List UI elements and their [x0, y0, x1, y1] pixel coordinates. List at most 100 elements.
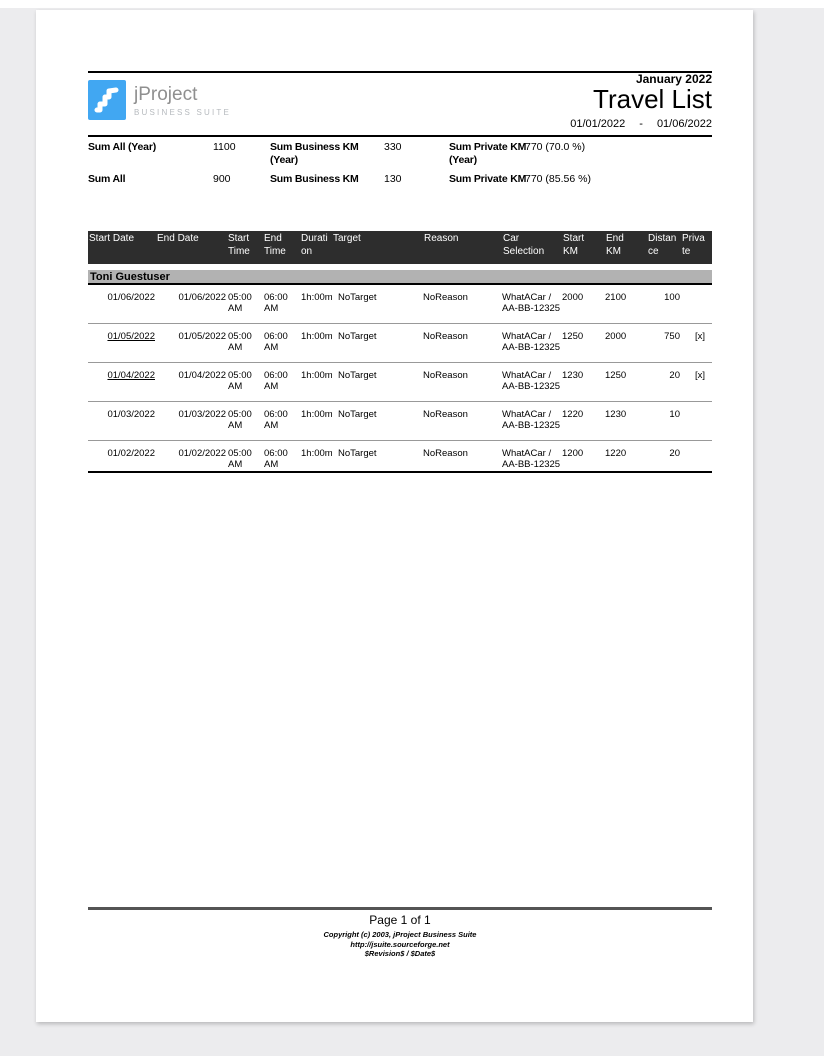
cell-duration: 1h:00m [300, 440, 332, 473]
column-header-target: Target [332, 231, 423, 270]
column-header-distance: Distance [647, 231, 681, 270]
summary-row-year: Sum All (Year) 1100 Sum Business KM (Year… [88, 141, 712, 173]
logo: jProject BUSINESS SUITE [88, 80, 231, 120]
cell-distance: 10 [647, 401, 681, 441]
cell-reason: NoReason [423, 323, 502, 363]
travel-table: Start Date End Date Start Time End Time Dura… [88, 231, 712, 473]
cell-end-time: 06:00 AM [263, 401, 300, 441]
cell-start-km: 1250 [562, 323, 605, 363]
cell-reason: NoReason [423, 362, 502, 402]
header-top-rule [88, 71, 712, 73]
cell-start-time: 05:00 AM [227, 284, 263, 324]
cell-distance: 20 [647, 440, 681, 473]
report-page: jProject BUSINESS SUITE January 2022 Tra… [36, 10, 753, 1022]
stairs-icon [88, 80, 126, 120]
cell-distance: 750 [647, 323, 681, 363]
cell-private [681, 284, 712, 324]
cell-end-km: 1250 [605, 362, 647, 402]
cell-start-km: 2000 [562, 284, 605, 324]
cell-start-date: 01/06/2022 [88, 284, 156, 324]
group-row-label: Toni Guestuser [88, 267, 712, 285]
cell-private [681, 440, 712, 473]
travel-row: 01/05/2022 01/05/2022 05:00 AM 06:00 AM 1h:0… [88, 323, 712, 363]
cell-car: WhatACar / AA-BB-12325 [502, 323, 562, 363]
cell-end-km: 2000 [605, 323, 647, 363]
cell-end-date: 01/05/2022 [156, 323, 227, 363]
summary-top-rule [88, 135, 712, 137]
table-header-row: Start Date End Date Start Time End Time Dura… [88, 231, 712, 270]
cell-start-km: 1220 [562, 401, 605, 441]
cell-start-date[interactable]: 01/04/2022 [88, 362, 156, 402]
cell-duration: 1h:00m [300, 362, 332, 402]
cell-end-time: 06:00 AM [263, 440, 300, 473]
column-header-reason: Reason [423, 231, 502, 270]
summary-value: 130 [384, 173, 402, 185]
column-header-car-selection: Car Selection [502, 231, 562, 270]
start-date-link[interactable]: 01/05/2022 [107, 330, 155, 342]
cell-end-time: 06:00 AM [263, 323, 300, 363]
column-header-private: Private [681, 231, 712, 270]
logo-subtitle: BUSINESS SUITE [134, 108, 232, 117]
group-row: Toni Guestuser [88, 267, 712, 285]
cell-car: WhatACar / AA-BB-12325 [502, 284, 562, 324]
cell-duration: 1h:00m [300, 323, 332, 363]
cell-target: NoTarget [332, 284, 423, 324]
summary-value: 770 (85.56 %) [525, 173, 591, 185]
cell-end-time: 06:00 AM [263, 284, 300, 324]
cell-start-time: 05:00 AM [227, 440, 263, 473]
cell-end-km: 2100 [605, 284, 647, 324]
cell-distance: 100 [647, 284, 681, 324]
cell-end-date: 01/06/2022 [156, 284, 227, 324]
start-date-link[interactable]: 01/04/2022 [107, 369, 155, 381]
cell-car: WhatACar / AA-BB-12325 [502, 362, 562, 402]
cell-car: WhatACar / AA-BB-12325 [502, 401, 562, 441]
footer-text: Copyright (c) 2003, jProject Business Su… [88, 930, 712, 959]
column-header-end-km: End KM [605, 231, 647, 270]
summary-label: Sum Private KM [449, 173, 527, 185]
date-range-dash: - [639, 118, 643, 130]
travel-row: 01/02/2022 01/02/2022 05:00 AM 06:00 AM 1h:0… [88, 440, 712, 473]
summary-value: 900 [213, 173, 231, 185]
cell-end-date: 01/04/2022 [156, 362, 227, 402]
cell-start-km: 1230 [562, 362, 605, 402]
cell-car: WhatACar / AA-BB-12325 [502, 440, 562, 473]
footer-revision: $Revision$ / $Date$ [364, 949, 436, 959]
cell-start-time: 05:00 AM [227, 323, 263, 363]
cell-reason: NoReason [423, 401, 502, 441]
summary-value: 1100 [213, 141, 236, 153]
column-header-start-time: Start Time [227, 231, 263, 270]
cell-duration: 1h:00m [300, 284, 332, 324]
cell-distance: 20 [647, 362, 681, 402]
column-header-end-date: End Date [156, 231, 227, 270]
cell-private [681, 401, 712, 441]
cell-private: [x] [681, 323, 712, 363]
summary-label: Sum Private KM (Year) [449, 141, 527, 166]
summary-label: Sum All (Year) [88, 141, 156, 153]
travel-row: 01/03/2022 01/03/2022 05:00 AM 06:00 AM 1h:0… [88, 401, 712, 441]
cell-end-km: 1220 [605, 440, 647, 473]
footer-copyright: Copyright (c) 2003, jProject Business Su… [323, 930, 477, 939]
cell-start-km: 1200 [562, 440, 605, 473]
cell-start-date: 01/03/2022 [88, 401, 156, 441]
column-header-start-km: Start KM [562, 231, 605, 270]
report-period: January 2022 [635, 72, 712, 86]
cell-start-date[interactable]: 01/05/2022 [88, 323, 156, 363]
column-header-end-time: End Time [263, 231, 300, 270]
cell-start-time: 05:00 AM [227, 362, 263, 402]
cell-end-date: 01/02/2022 [156, 440, 227, 473]
cell-end-date: 01/03/2022 [156, 401, 227, 441]
page-title: Travel List [593, 84, 712, 114]
summary-label: Sum All [88, 173, 126, 185]
footer-url: http://jsuite.sourceforge.net [350, 939, 450, 949]
cell-target: NoTarget [332, 362, 423, 402]
cell-private: [x] [681, 362, 712, 402]
cell-start-date: 01/02/2022 [88, 440, 156, 473]
travel-row: 01/04/2022 01/04/2022 05:00 AM 06:00 AM 1h:0… [88, 362, 712, 402]
logo-text: jProject BUSINESS SUITE [134, 80, 231, 120]
top-strip [0, 0, 824, 8]
summary-value: 770 (70.0 %) [525, 141, 586, 153]
cell-reason: NoReason [423, 440, 502, 473]
column-header-duration: Duration [300, 231, 332, 270]
summary-label: Sum Business KM [270, 173, 359, 185]
cell-target: NoTarget [332, 323, 423, 363]
